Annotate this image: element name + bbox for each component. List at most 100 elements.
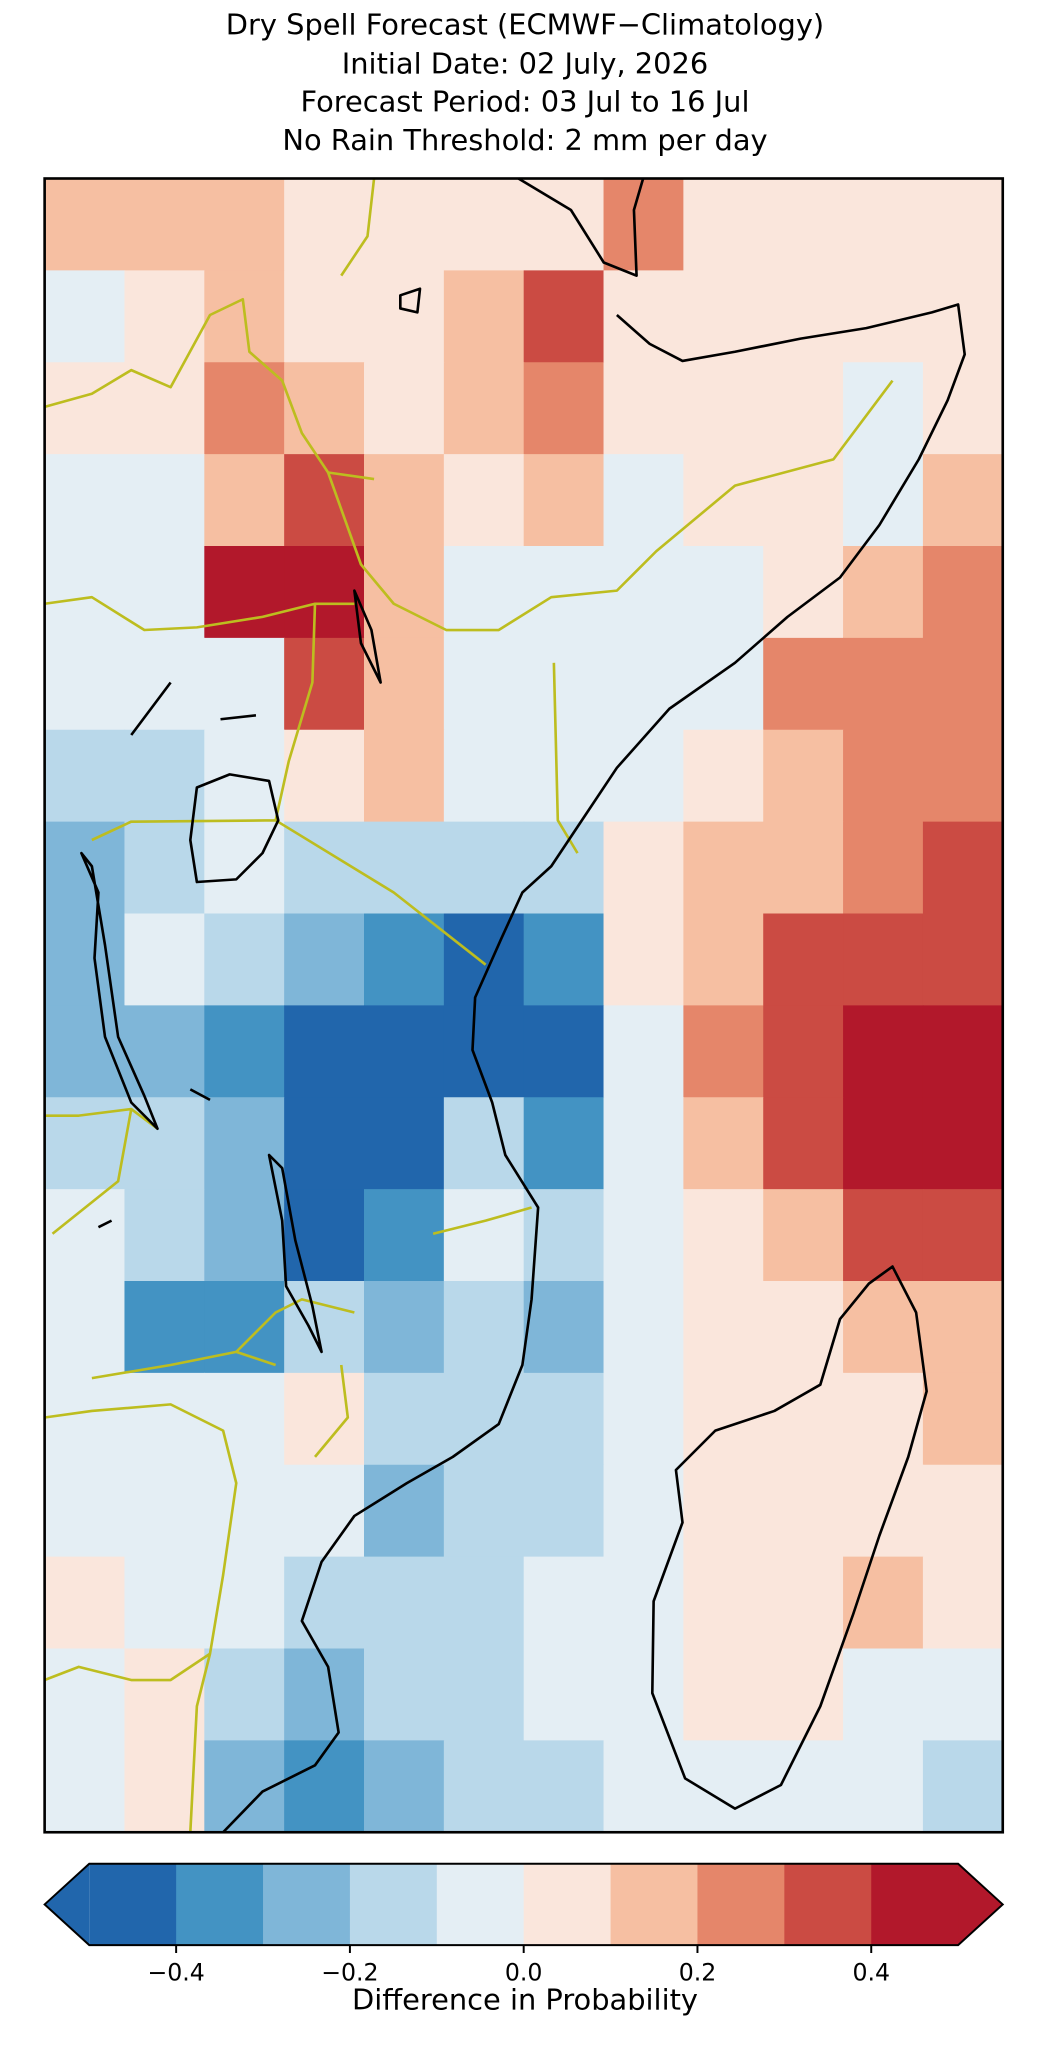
cell — [44, 1648, 126, 1742]
cell — [603, 1005, 685, 1098]
cell — [603, 1189, 685, 1282]
cell — [523, 362, 605, 455]
cell — [843, 362, 924, 455]
cell — [204, 454, 285, 547]
cell — [843, 1281, 924, 1374]
cell — [763, 1189, 844, 1282]
colorbar-tick-label: 0.2 — [679, 1959, 717, 1987]
cell — [523, 729, 605, 823]
cell — [124, 637, 205, 731]
cell — [44, 1281, 126, 1374]
cell — [922, 1464, 1004, 1558]
cell — [523, 1556, 605, 1650]
cell — [443, 1556, 525, 1650]
cell — [364, 913, 445, 1007]
cell — [843, 913, 924, 1007]
colorbar-extend — [44, 1863, 90, 1946]
cell — [124, 821, 205, 915]
cell — [523, 1005, 605, 1098]
map-lines — [44, 177, 966, 1834]
cell — [284, 1372, 365, 1466]
cell — [443, 270, 525, 363]
cell — [763, 821, 844, 915]
cell — [204, 1648, 285, 1742]
cell — [922, 1005, 1004, 1098]
cell — [683, 1097, 764, 1190]
cell — [284, 1097, 365, 1190]
cell — [922, 454, 1004, 547]
cell — [284, 546, 365, 639]
cell — [443, 1740, 525, 1833]
cell — [124, 1372, 205, 1466]
cell — [284, 362, 365, 455]
cell — [124, 454, 205, 547]
cell — [284, 637, 365, 731]
cell — [204, 362, 285, 455]
cell — [204, 1281, 285, 1374]
cell — [603, 913, 685, 1007]
cell — [763, 270, 844, 363]
cell — [364, 1005, 445, 1098]
cell — [763, 729, 844, 823]
cell — [922, 178, 1004, 272]
cell — [124, 1097, 205, 1190]
colorbar-swatch — [697, 1863, 786, 1946]
cell — [364, 1464, 445, 1558]
cell — [204, 1372, 285, 1466]
cell — [603, 821, 685, 915]
cell — [683, 1740, 764, 1833]
cell — [523, 1372, 605, 1466]
cell — [922, 1281, 1004, 1374]
lake — [80, 287, 422, 1354]
cell — [204, 913, 285, 1007]
cell — [683, 546, 764, 639]
cell — [44, 1189, 126, 1282]
cell — [683, 637, 764, 731]
cell — [443, 1281, 525, 1374]
cell — [44, 270, 126, 363]
colorbar-swatch — [176, 1863, 264, 1946]
cell — [284, 454, 365, 547]
cell — [284, 1189, 365, 1282]
cell — [683, 1556, 764, 1650]
cell — [843, 1740, 924, 1833]
cell — [204, 178, 285, 272]
cell — [443, 1464, 525, 1558]
cell — [683, 1648, 764, 1742]
cell — [683, 1281, 764, 1374]
cell — [204, 1556, 285, 1650]
cell — [443, 362, 525, 455]
cell — [683, 821, 764, 915]
cell — [922, 1740, 1004, 1833]
colorbar-tick-label: −0.2 — [321, 1959, 378, 1987]
colorbar-swatch — [349, 1863, 438, 1946]
cell — [843, 1648, 924, 1742]
cell — [284, 1281, 365, 1374]
cell — [603, 1372, 685, 1466]
cell — [523, 1740, 605, 1833]
title-line: Initial Date: 02 July, 2026 — [342, 47, 708, 81]
cell — [603, 1556, 685, 1650]
cell — [443, 821, 525, 915]
cell — [763, 454, 844, 547]
cell — [683, 1189, 764, 1282]
colorbar-swatch — [89, 1863, 177, 1946]
cell — [922, 362, 1004, 455]
madagascar — [651, 1265, 928, 1810]
cell — [284, 1740, 365, 1833]
cell — [124, 1464, 205, 1558]
cell — [922, 637, 1004, 731]
cell — [603, 1281, 685, 1374]
cell — [124, 1189, 205, 1282]
cell — [922, 729, 1004, 823]
cell — [922, 821, 1004, 915]
cell — [523, 1281, 605, 1374]
colorbar-label: Difference in Probability — [352, 1983, 698, 2017]
cell — [44, 454, 126, 547]
cell — [603, 637, 685, 731]
cell — [763, 546, 844, 639]
colorbar-frame — [43, 1862, 1005, 1947]
cell — [603, 546, 685, 639]
cell — [44, 178, 126, 272]
